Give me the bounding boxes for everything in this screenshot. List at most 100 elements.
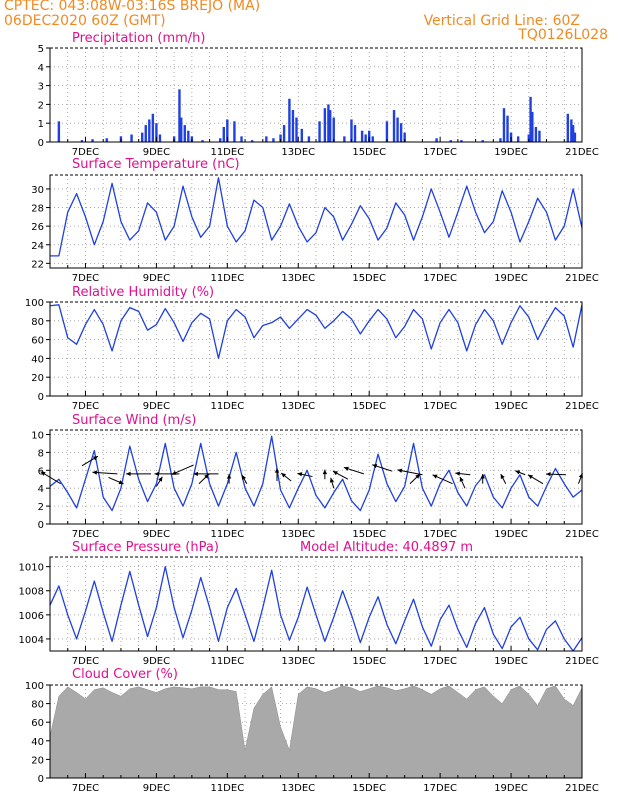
y-tick-label: 3 (38, 82, 44, 93)
precip-bar (155, 123, 158, 142)
wind-arrow-head (126, 471, 131, 477)
x-tick-label: 7DEC (72, 401, 99, 412)
x-tick-label: 11DEC (210, 273, 244, 284)
x-tick-label: 17DEC (423, 656, 457, 667)
wind-arrow-head (154, 471, 159, 477)
header-run-date: 06DEC2020 60Z (GMT) (4, 13, 166, 29)
precip-bar (288, 98, 291, 142)
precip-bar (219, 138, 222, 142)
precip-bar (178, 89, 181, 142)
precip-bar (435, 138, 438, 142)
precip-bar (265, 136, 268, 142)
series-line (50, 177, 583, 257)
precip-bar (368, 130, 371, 142)
x-tick-label: 11DEC (210, 656, 244, 667)
precip-bar (282, 125, 286, 142)
precip-bar (396, 117, 399, 142)
precip-bar (279, 134, 282, 142)
series-line (49, 565, 583, 652)
precip-bar (538, 130, 541, 142)
y-tick-label: 1004 (19, 635, 44, 646)
x-tick-label: 15DEC (352, 401, 386, 412)
precip-bar (534, 126, 538, 142)
wind-arrow-head (322, 469, 328, 475)
x-tick-label: 21DEC (565, 273, 599, 284)
precip-bar (328, 110, 332, 142)
precip-bar (360, 130, 364, 142)
x-tick-label: 19DEC (494, 273, 528, 284)
x-tick-label: 13DEC (281, 147, 315, 158)
y-tick-label: 100 (25, 681, 44, 692)
x-tick-label: 19DEC (494, 783, 528, 794)
y-tick-label: 0 (38, 520, 44, 531)
precip-bar (364, 134, 367, 142)
y-tick-label: 30 (31, 185, 44, 196)
y-tick-label: 20 (31, 755, 44, 766)
precip-bar (506, 115, 509, 142)
y-tick-label: 6 (38, 466, 44, 477)
precip-bar (529, 96, 532, 142)
precip-bar (449, 140, 452, 142)
y-tick-label: 5 (38, 44, 44, 55)
precip-bar (353, 125, 357, 142)
precip-bar (385, 121, 389, 142)
precip-bar (187, 130, 190, 142)
wind-arrow-head (92, 456, 98, 461)
x-tick-label: 21DEC (565, 401, 599, 412)
x-tick-label: 17DEC (423, 273, 457, 284)
precip-bar (481, 140, 484, 142)
panel-frame (49, 47, 583, 143)
x-tick-label: 13DEC (281, 656, 315, 667)
precip-bar (148, 119, 151, 142)
precip-bar (392, 110, 396, 142)
wind-arrow-head (92, 470, 98, 475)
wind-arrow-head (372, 464, 378, 469)
x-tick-label: 21DEC (565, 529, 599, 540)
wind-arrow-head (204, 474, 209, 479)
wind-arrow-head (455, 471, 460, 476)
y-tick-label: 0 (38, 774, 44, 785)
precip-bar (180, 117, 183, 142)
precip-bar (222, 126, 225, 142)
precip-bar (332, 117, 335, 142)
x-tick-label: 7DEC (72, 147, 99, 158)
x-tick-label: 19DEC (494, 147, 528, 158)
x-tick-label: 9DEC (143, 273, 170, 284)
x-tick-label: 13DEC (281, 783, 315, 794)
y-tick-label: 1 (38, 119, 44, 130)
y-tick-label: 26 (31, 222, 44, 233)
precip-bar (573, 132, 577, 142)
precip-bar (571, 125, 575, 142)
precip-bar (350, 119, 353, 142)
x-tick-label: 15DEC (352, 273, 386, 284)
wind-arrow-head (118, 480, 124, 485)
x-tick-label: 7DEC (72, 273, 99, 284)
precip-bar (151, 113, 155, 142)
precip-bar (233, 121, 236, 142)
wind-arrow-head (343, 466, 349, 471)
wind-arrow-head (415, 474, 420, 479)
y-tick-label: 8 (38, 448, 44, 459)
x-tick-label: 7DEC (72, 529, 99, 540)
precip-bar (300, 128, 304, 142)
y-tick-label: 4 (38, 484, 44, 495)
x-tick-label: 21DEC (565, 783, 599, 794)
wind-arrow-head (397, 468, 403, 473)
precip-bar (570, 119, 573, 142)
x-tick-label: 19DEC (494, 656, 528, 667)
wind-arrow-head (332, 471, 338, 476)
panel-title: Surface Wind (m/s) (72, 413, 196, 428)
precip-bar (531, 111, 534, 142)
header-location: CPTEC: 043:08W-03:16S BREJO (MA) (4, 0, 261, 14)
y-tick-label: 1006 (19, 611, 44, 622)
y-tick-label: 2 (38, 502, 44, 513)
x-tick-label: 21DEC (565, 656, 599, 667)
cloud-cover-area (49, 685, 583, 779)
wind-arrow-head (297, 472, 303, 477)
x-tick-label: 17DEC (423, 529, 457, 540)
x-tick-label: 9DEC (143, 401, 170, 412)
y-tick-label: 100 (25, 298, 44, 309)
x-tick-label: 17DEC (423, 147, 457, 158)
wind-arrow-head (480, 474, 485, 479)
